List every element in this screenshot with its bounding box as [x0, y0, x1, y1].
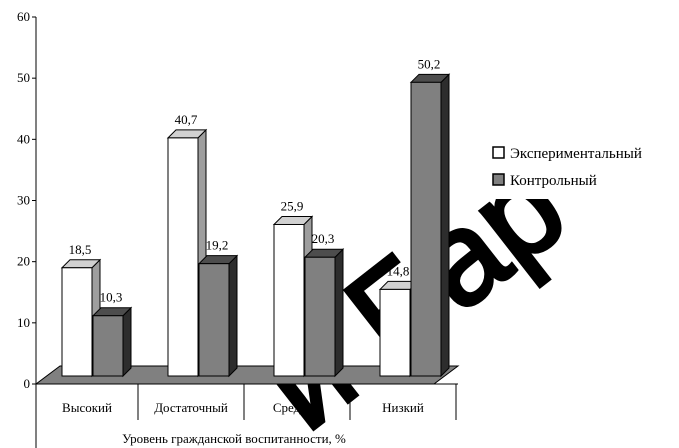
bars — [60, 73, 451, 378]
bar-control-1 — [197, 254, 239, 378]
legend-label: Контрольный — [510, 173, 597, 189]
bar-control-2 — [303, 248, 345, 378]
bar-front — [379, 288, 411, 377]
bar-control-3 — [409, 73, 451, 378]
legend: Экспериментальный Контрольный — [488, 133, 679, 199]
bar-side — [122, 306, 132, 378]
category-label: Достаточный — [154, 400, 228, 415]
data-label: 19,2 — [206, 238, 229, 253]
bar-front — [167, 137, 199, 377]
y-tick-label: 40 — [17, 131, 30, 146]
bar-front — [304, 256, 336, 377]
x-axis-title: Уровень гражданской воспитанности, % — [122, 431, 346, 446]
bar-front — [61, 267, 93, 377]
legend-swatch — [492, 173, 505, 186]
data-label: 10,3 — [100, 290, 123, 305]
y-tick-label: 30 — [17, 193, 30, 208]
y-tick-label: 20 — [17, 254, 30, 269]
category-label: Высокий — [62, 400, 112, 415]
bar-side — [228, 254, 238, 378]
data-label: 14,8 — [387, 263, 410, 278]
y-tick-label: 50 — [17, 70, 30, 85]
y-tick-label: 60 — [17, 9, 30, 24]
legend-swatch — [492, 146, 505, 159]
bar-control-0 — [91, 306, 133, 378]
y-tick-label: 10 — [17, 315, 30, 330]
bar-side — [440, 73, 450, 378]
bar-front — [92, 315, 124, 377]
data-label: 40,7 — [175, 112, 198, 127]
bar-front — [273, 223, 305, 377]
y-tick-label: 0 — [24, 376, 31, 391]
category-label: Низкий — [382, 400, 424, 415]
data-labels: 18,5 10,3 40,7 19,2 25,9 20,3 14,8 50,2 — [69, 56, 441, 304]
data-label: 18,5 — [69, 242, 92, 257]
data-label: 50,2 — [418, 56, 441, 71]
data-label: 25,9 — [281, 198, 304, 213]
bar-front — [410, 81, 442, 377]
category-axis: Высокий Достаточный Средний Низкий — [35, 383, 458, 420]
y-axis: 0 10 20 30 40 50 60 — [17, 9, 37, 448]
bar-front — [198, 263, 230, 377]
bar-experimental-1 — [166, 128, 208, 378]
data-label: 20,3 — [312, 231, 335, 246]
category-label: Средний — [273, 400, 321, 415]
legend-label: Экспериментальный — [510, 146, 642, 162]
bar-side — [334, 248, 344, 378]
legend-box — [488, 133, 679, 199]
